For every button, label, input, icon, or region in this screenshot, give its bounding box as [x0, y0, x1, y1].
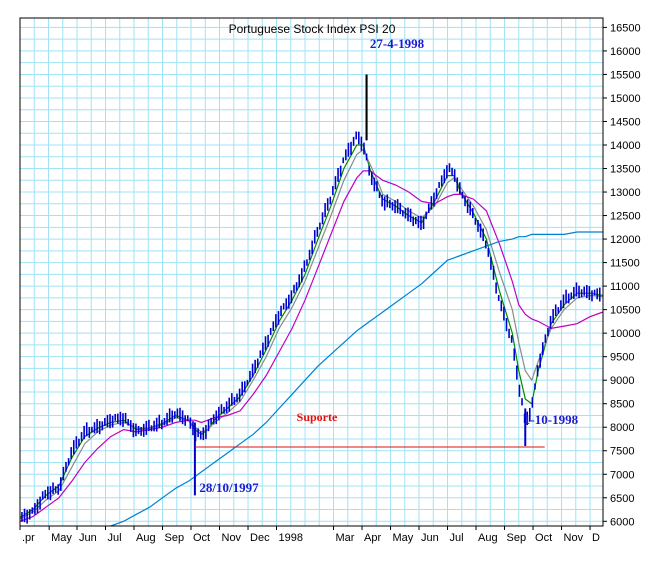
- annotation-low-1998: 1-10-1998: [524, 412, 579, 427]
- x-tick-label: Oct: [535, 532, 552, 544]
- y-tick-label: 16000: [610, 46, 641, 58]
- y-tick-label: 11000: [610, 281, 640, 293]
- x-tick-label: 1998: [279, 532, 303, 544]
- x-tick-label: Jul: [108, 532, 122, 544]
- ma-series-2: [19, 148, 604, 520]
- x-tick-label: May: [393, 532, 414, 544]
- y-tick-label: 15500: [610, 69, 641, 81]
- y-tick-label: 6000: [610, 516, 634, 528]
- y-tick-label: 6500: [610, 493, 634, 505]
- y-tick-label: 9500: [610, 352, 634, 364]
- x-tick-label: Apr: [364, 532, 381, 544]
- x-tick-label: Jul: [450, 532, 464, 544]
- x-tick-label: Nov: [564, 532, 584, 544]
- annotation-low-1997: 28/10/1997: [199, 480, 259, 495]
- y-tick-label: 13000: [610, 187, 641, 199]
- y-tick-label: 16500: [610, 22, 641, 34]
- annotations: Suporte 28/10/1997 27-4-1998 1-10-1998: [194, 36, 579, 495]
- y-tick-label: 7500: [610, 446, 634, 458]
- x-tick-label: Jun: [79, 532, 97, 544]
- x-tick-label: Oct: [193, 532, 210, 544]
- price-bars: [21, 74, 601, 524]
- ma-series-4: [110, 231, 603, 527]
- x-tick-label: Sep: [507, 532, 527, 544]
- y-tick-label: 14000: [610, 140, 641, 152]
- x-tick-label: May: [51, 532, 72, 544]
- x-tick-label: Mar: [336, 532, 355, 544]
- plot-frame: [19, 17, 604, 527]
- y-tick-label: 13500: [610, 164, 641, 176]
- x-tick-label: D: [592, 532, 600, 544]
- y-tick-label: 9000: [610, 375, 634, 387]
- support-label: Suporte: [297, 410, 338, 424]
- chart-title: Portuguese Stock Index PSI 20: [229, 22, 396, 36]
- x-tick-label: Aug: [136, 532, 156, 544]
- x-tick-label: Dec: [250, 532, 270, 544]
- y-axis: 6000 6500 7000 7500 8000 8500 9000 9500 10000 105…: [603, 22, 641, 528]
- y-tick-label: 12500: [610, 211, 641, 223]
- y-tick-label: 15000: [610, 93, 641, 105]
- x-tick-label: .pr: [22, 532, 35, 544]
- ma-series-1: [19, 144, 604, 519]
- y-tick-label: 7000: [610, 469, 634, 481]
- y-tick-label: 14500: [610, 116, 641, 128]
- x-tick-label: Aug: [478, 532, 498, 544]
- y-tick-label: 12000: [610, 234, 641, 246]
- y-tick-label: 11500: [610, 258, 640, 270]
- y-tick-label: 10000: [610, 328, 641, 340]
- x-axis: .pr May Jun Jul Aug Sep Oct Nov Dec 1998 Mar Apr May…: [19, 526, 600, 544]
- x-tick-label: Nov: [222, 532, 242, 544]
- y-tick-label: 8500: [610, 399, 634, 411]
- grid: [19, 18, 603, 526]
- moving-averages: [19, 144, 604, 527]
- x-tick-label: Jun: [421, 532, 439, 544]
- ma-series-3: [19, 170, 604, 522]
- y-tick-label: 10500: [610, 305, 641, 317]
- x-tick-label: Sep: [165, 532, 185, 544]
- y-tick-label: 8000: [610, 422, 634, 434]
- annotation-high-1998: 27-4-1998: [370, 36, 425, 51]
